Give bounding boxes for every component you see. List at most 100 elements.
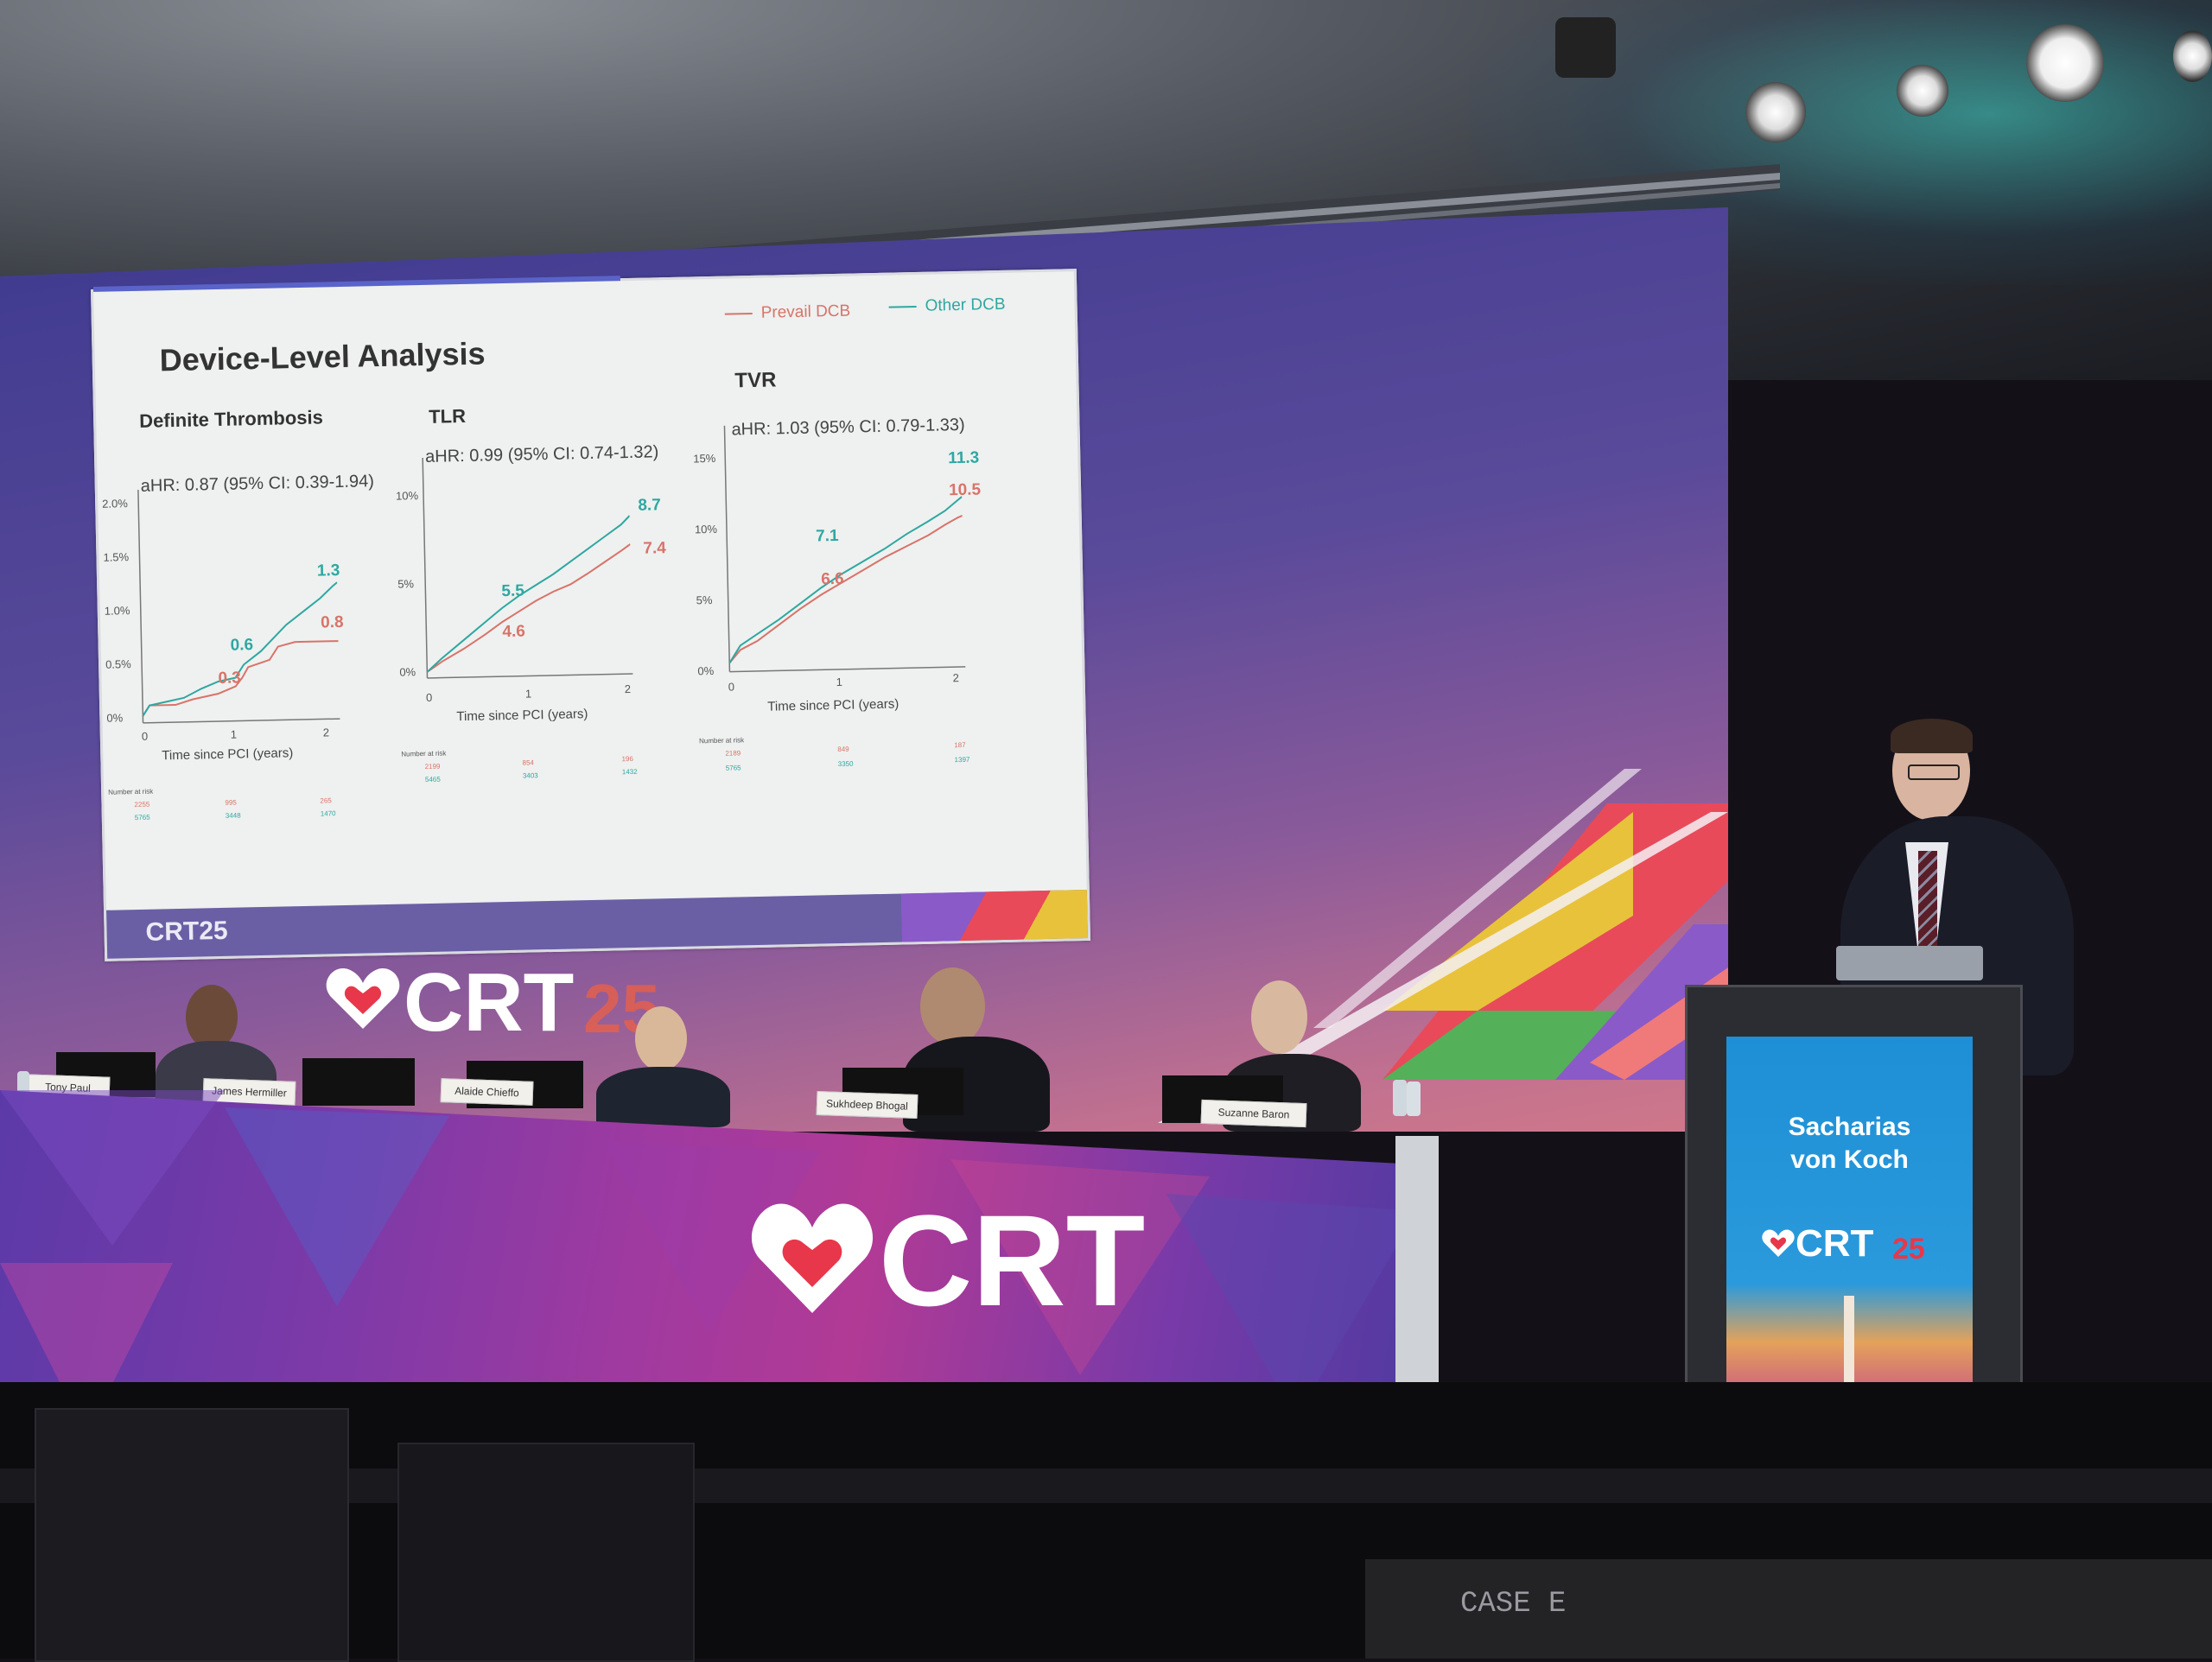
- table-triangle-pattern: [0, 1090, 1417, 1436]
- risk-value: 5465: [424, 775, 441, 784]
- screen-logo-text: CRT: [404, 956, 575, 1049]
- tlr-red-mid: 4.6: [502, 622, 526, 642]
- x-axis-label: Time since PCI (years): [162, 745, 294, 764]
- stage-light: [2026, 24, 2104, 102]
- risk-header: Number at risk: [699, 736, 745, 745]
- footer-logo: CRT25: [145, 916, 228, 947]
- panelist-head: [920, 967, 985, 1045]
- panelist: [596, 1067, 730, 1127]
- x-tick: 0: [425, 690, 433, 704]
- y-tick: 0.5%: [105, 657, 131, 671]
- panel-tvr-title: TVR: [734, 368, 777, 393]
- risk-value: 1432: [621, 767, 638, 777]
- stage-light: [1745, 82, 1806, 143]
- legend-prevail: Prevail DCB: [724, 301, 851, 324]
- speaker-name-line2: von Koch: [1790, 1145, 1909, 1174]
- tlr-teal-mid: 5.5: [501, 581, 525, 601]
- y-tick: 1.0%: [104, 604, 130, 618]
- water-bottle: [1407, 1082, 1421, 1116]
- risk-value: 3350: [837, 759, 854, 769]
- thrombosis-teal-end: 1.3: [316, 561, 340, 580]
- y-tick: 10%: [395, 489, 419, 503]
- y-tick: 0%: [106, 711, 124, 725]
- presentation-slide: Device-Level Analysis Prevail DCB Other …: [91, 269, 1091, 961]
- legend-other-label: Other DCB: [925, 295, 1006, 315]
- risk-value: 196: [621, 754, 633, 764]
- tvr-red-end: 10.5: [948, 480, 982, 500]
- y-tick: 5%: [696, 593, 713, 607]
- risk-value: 5765: [134, 813, 150, 822]
- thrombosis-teal-mid: 0.6: [230, 636, 254, 655]
- x-tick: 1: [230, 727, 238, 741]
- table-crt-logo: CRT: [747, 1188, 1231, 1369]
- panelist-head: [186, 985, 238, 1050]
- speaker-name-line1: Sacharias: [1788, 1113, 1911, 1141]
- podium-logo-suffix: 25: [1892, 1233, 1925, 1266]
- glasses-icon: [1908, 764, 1960, 780]
- water-bottle: [1393, 1080, 1407, 1116]
- y-tick: 10%: [694, 522, 718, 536]
- risk-value: 5765: [725, 764, 741, 772]
- y-tick: 15%: [693, 451, 716, 466]
- tvr-teal-mid: 7.1: [815, 526, 839, 546]
- thrombosis-red-mid: 0.3: [218, 669, 242, 688]
- panelist-head: [635, 1006, 687, 1071]
- table-logo-text: CRT: [879, 1188, 1146, 1333]
- stage-light: [2173, 30, 2212, 82]
- stage-edge: [0, 1469, 2212, 1503]
- y-tick: 1.5%: [103, 550, 130, 564]
- y-tick: 0%: [399, 665, 416, 679]
- screen-decor-stripes: [1158, 769, 1728, 1123]
- risk-value: 3403: [522, 771, 538, 780]
- stage-light: [1897, 65, 1948, 117]
- legend-prevail-label: Prevail DCB: [760, 301, 851, 322]
- risk-value: 187: [954, 740, 966, 750]
- monitor: [302, 1058, 415, 1106]
- stage-speaker: [35, 1408, 349, 1662]
- risk-value: 1470: [320, 809, 336, 818]
- x-tick: 2: [322, 726, 330, 739]
- risk-value: 3448: [225, 811, 241, 820]
- panel-thrombosis-title: Definite Thrombosis: [138, 406, 324, 432]
- risk-value: 2255: [134, 800, 150, 809]
- case-label: CASE E: [1460, 1588, 1567, 1621]
- speaker-hair: [1891, 719, 1973, 753]
- risk-value: 995: [225, 798, 237, 807]
- panelist-head: [1251, 980, 1307, 1054]
- risk-value: 2199: [424, 762, 441, 771]
- x-tick: 2: [952, 671, 960, 685]
- risk-value: 1397: [954, 755, 970, 764]
- stage-light: [1555, 17, 1616, 78]
- podium-logo-text: CRT: [1796, 1222, 1874, 1265]
- panel-tlr-title: TLR: [428, 404, 467, 428]
- stage-speaker: [397, 1443, 695, 1662]
- tvr-teal-end: 11.3: [948, 448, 980, 468]
- x-tick: 0: [141, 729, 149, 743]
- y-tick: 5%: [397, 577, 415, 591]
- risk-header: Number at risk: [401, 749, 447, 758]
- x-axis-label: Time since PCI (years): [767, 696, 899, 714]
- thrombosis-curves: [137, 489, 340, 724]
- y-tick: 0%: [697, 663, 715, 678]
- slide-title: Device-Level Analysis: [159, 335, 486, 378]
- tlr-teal-end: 8.7: [638, 496, 662, 515]
- x-tick: 1: [524, 687, 532, 701]
- tvr-red-mid: 6.6: [820, 569, 844, 589]
- tvr-curves: [723, 425, 966, 673]
- floor-monitor: [1365, 1559, 2212, 1659]
- risk-value: 265: [320, 796, 332, 805]
- x-tick: 1: [836, 675, 843, 689]
- tlr-curves: [422, 457, 633, 679]
- thrombosis-red-end: 0.8: [320, 612, 344, 632]
- risk-value: 2189: [725, 749, 741, 758]
- laptop: [1836, 946, 1983, 980]
- monument-icon: [1844, 1296, 1854, 1408]
- risk-value: 849: [837, 745, 849, 754]
- x-tick: 2: [624, 682, 632, 696]
- y-tick: 2.0%: [102, 497, 128, 511]
- footer-decor: [900, 890, 1088, 942]
- legend-other: Other DCB: [888, 295, 1006, 317]
- heart-icon: [751, 1203, 874, 1313]
- speaker-tie: [1918, 851, 1937, 946]
- risk-header: Number at risk: [108, 787, 154, 796]
